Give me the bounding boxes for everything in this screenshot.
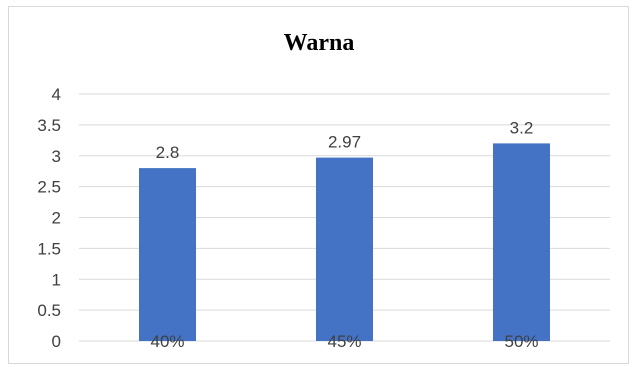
data-labels: 2.8 2.97 3.2 [156,118,534,162]
data-label: 3.2 [510,118,534,137]
y-tick-label: 2.5 [37,178,61,197]
x-tick-label: 50% [504,332,538,351]
bar [493,143,550,341]
y-tick-label: 0.5 [37,301,61,320]
y-tick-label: 1 [52,270,61,289]
x-axis-ticks: 40% 45% 50% [150,332,538,351]
y-axis-ticks: 0 0.5 1 1.5 2 2.5 3 3.5 4 [37,85,61,351]
y-tick-label: 2 [52,209,61,228]
bar [316,157,373,341]
x-tick-label: 40% [150,332,184,351]
y-tick-label: 0 [52,332,61,351]
y-tick-label: 3.5 [37,116,61,135]
bars [139,143,550,341]
bar [139,168,196,341]
chart-title: Warna [283,30,355,56]
data-label: 2.97 [328,133,361,152]
data-label: 2.8 [156,143,180,162]
y-tick-label: 4 [52,85,61,104]
y-tick-label: 1.5 [37,239,61,258]
y-tick-label: 3 [52,147,61,166]
x-tick-label: 45% [327,332,361,351]
